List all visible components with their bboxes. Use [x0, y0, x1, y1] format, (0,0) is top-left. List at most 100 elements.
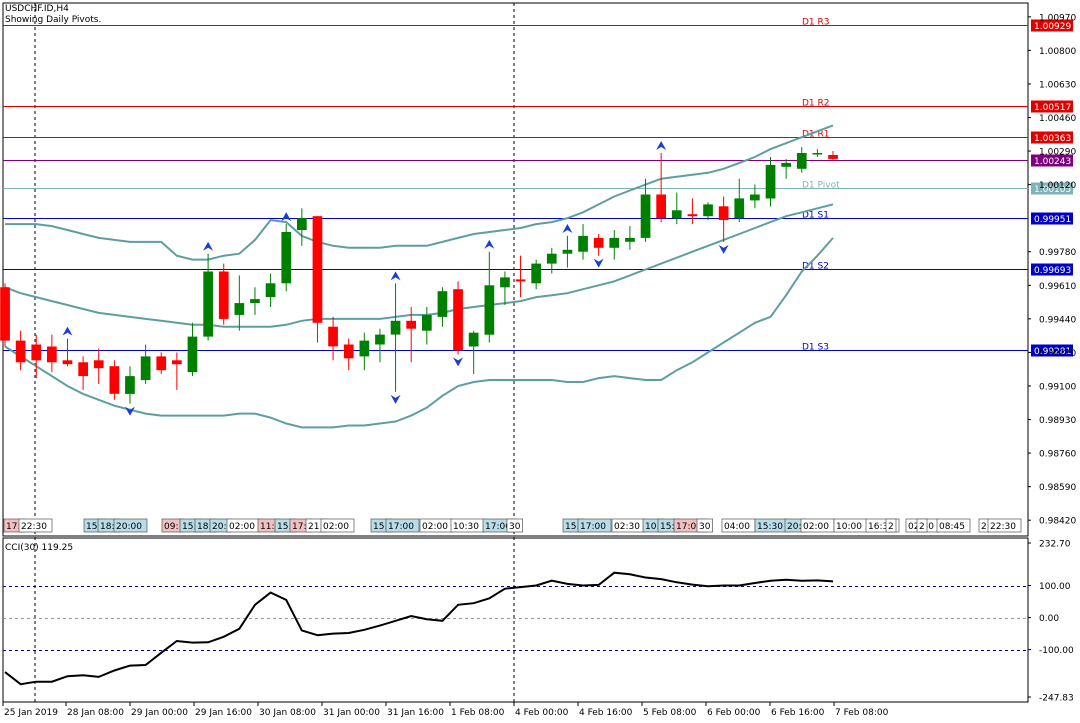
candle-body [187, 336, 198, 373]
candle [234, 275, 245, 331]
session-label: 02:00 [323, 522, 349, 532]
session-box [577, 518, 612, 533]
bollinger-upper [4, 203, 834, 328]
session-label: 22:30 [21, 522, 47, 532]
candle-body [15, 340, 26, 363]
session-box [385, 518, 420, 533]
candle-body [625, 237, 635, 242]
session-label: 16:30 [868, 522, 894, 532]
fractal-down-arrow [593, 258, 604, 268]
candle-body [31, 344, 42, 361]
candle-body [78, 362, 88, 377]
candle [62, 338, 73, 367]
level-price-label: 1.00105 [1034, 185, 1071, 195]
chart-frames [2, 2, 1029, 703]
session-box [885, 518, 897, 533]
candle [250, 287, 260, 315]
candle [500, 271, 510, 306]
cci-line [4, 571, 834, 686]
session-label: 02:30 [614, 522, 640, 532]
candle [31, 334, 42, 379]
session-label: 15: [565, 522, 579, 532]
price-tick-label: 0.99440 [1039, 315, 1076, 325]
level-price-tag [1031, 344, 1073, 357]
candle [390, 283, 401, 392]
price-tick-label: 0.99100 [1039, 382, 1076, 392]
session-label: 2 [888, 522, 894, 532]
candle [453, 281, 463, 355]
pivot-levels: D1 R3 1.00929 D1 R2 1.00517 D1 R1 1.00363 D1 P… [3, 18, 1073, 357]
level-price-tag [1031, 212, 1073, 225]
level-name: D1 R2 [802, 99, 830, 109]
session-box [916, 518, 928, 533]
level-name: D1 R1 [802, 130, 830, 140]
level-price-label: 1.00929 [1034, 22, 1071, 32]
candle-body [453, 289, 463, 351]
candle [656, 153, 666, 223]
price-tick-label: 1.00120 [1039, 181, 1076, 191]
session-label: 11: [260, 522, 274, 532]
cci-title: CCI(30) 119.25 [5, 543, 74, 553]
candle-body [109, 366, 120, 394]
candle [437, 287, 448, 327]
session-label: 20: [212, 522, 226, 532]
candle-body [234, 303, 245, 315]
cci-tick-label: -247.83 [1039, 694, 1074, 704]
time-label: 4 Feb 16:00 [579, 708, 633, 718]
candle [0, 283, 10, 347]
candle-body [125, 376, 135, 394]
candle [343, 338, 354, 371]
bollinger-middle [5, 124, 834, 261]
fractal-up-arrow [484, 239, 495, 249]
time-label: 4 Feb 00:00 [515, 708, 569, 718]
level-name: D1 Pivot [802, 181, 840, 191]
fractal-up-arrow [203, 241, 214, 251]
candle [562, 235, 573, 268]
candle [15, 330, 26, 371]
session-label: 2 [919, 522, 925, 532]
level-price-label: 1.00363 [1034, 134, 1071, 144]
fractal-down-arrow [390, 394, 401, 404]
price-tick-label: 1.00630 [1039, 80, 1076, 90]
candle [140, 344, 151, 384]
candle [593, 233, 604, 256]
candle [718, 196, 729, 242]
candle [625, 226, 635, 250]
bollinger-bands [4, 124, 834, 429]
candlesticks[interactable] [0, 147, 838, 404]
price-tick-label: 1.00290 [1039, 148, 1076, 158]
session-label: 15: [660, 522, 674, 532]
level-price-tag [1031, 131, 1073, 144]
candle [93, 348, 104, 384]
candle-body [281, 232, 292, 284]
candle [265, 273, 276, 308]
candle [640, 178, 651, 242]
candle [203, 253, 213, 341]
level-price-label: 0.99281 [1034, 347, 1071, 357]
candle-body [156, 356, 167, 371]
candle [156, 352, 167, 375]
session-label: 17:00 [580, 522, 606, 532]
session-label: 17:00 [388, 522, 414, 532]
candle [484, 251, 495, 343]
price-tick-label: 1.00460 [1039, 114, 1076, 124]
candle-body [765, 164, 776, 199]
candle [671, 192, 682, 225]
fractal-down-arrow [124, 406, 135, 416]
level-name: D1 R3 [802, 18, 830, 28]
candle [812, 149, 823, 157]
time-label: 7 Feb 08:00 [835, 708, 889, 718]
candle-body [140, 356, 151, 381]
level-price-label: 0.99693 [1034, 266, 1071, 276]
candle-body [703, 204, 713, 217]
candle-body [62, 360, 73, 365]
price-tick-label: 0.99780 [1039, 248, 1076, 258]
price-axis: 1.00970 1.00800 1.00630 1.00460 1.00290 1.001… [1028, 13, 1076, 527]
candle-body [718, 206, 729, 221]
session-label: 10:30 [453, 522, 479, 532]
candle [765, 156, 776, 207]
time-label: 28 Jan 08:00 [67, 708, 124, 718]
level-name: D1 S2 [802, 262, 829, 272]
